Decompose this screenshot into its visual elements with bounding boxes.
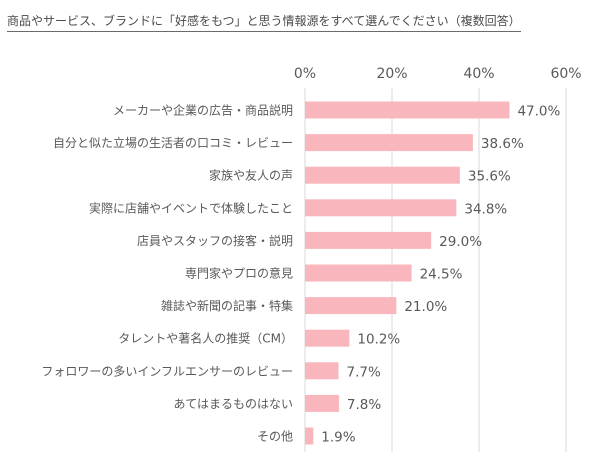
x-tick-label-0: 0% [294, 66, 316, 82]
value-label-6: 21.0% [404, 299, 447, 315]
category-label-4: 店員やスタッフの接客・説明 [137, 233, 293, 248]
bar-0 [305, 101, 510, 119]
value-label-5: 24.5% [420, 267, 463, 283]
category-label-2: 家族や友人の声 [209, 168, 293, 183]
x-tick-label-3: 60% [550, 66, 581, 82]
chart-title: 商品やサービス、ブランドに「好感をもつ」と思う情報源をすべて選んでください（複数… [7, 12, 521, 32]
value-label-7: 10.2% [357, 332, 400, 348]
category-label-5: 専門家やプロの意見 [185, 266, 293, 281]
category-label-1: 自分と似た立場の生活者の口コミ・レビュー [53, 135, 293, 150]
bar-10 [305, 427, 314, 445]
bar-5 [305, 264, 412, 282]
bar-1 [305, 134, 473, 152]
category-label-0: メーカーや企業の広告・商品説明 [113, 103, 293, 118]
bar-7 [305, 329, 350, 347]
bar-9 [305, 394, 339, 412]
bar-2 [305, 166, 460, 184]
x-tick-label-1: 20% [376, 66, 407, 82]
value-label-0: 47.0% [517, 104, 560, 120]
category-label-9: あてはまるものはない [173, 397, 293, 411]
category-label-3: 実際に店舗やイベントで体験したこと [89, 200, 293, 215]
value-label-8: 7.7% [346, 364, 380, 380]
value-label-1: 38.6% [481, 136, 524, 152]
category-label-6: 雑誌や新聞の記事・特集 [161, 298, 293, 313]
bar-4 [305, 231, 432, 249]
category-label-8: フォロワーの多いインフルエンサーのレビュー [41, 364, 293, 378]
bar-6 [305, 297, 397, 315]
value-label-2: 35.6% [468, 169, 511, 185]
bar-3 [305, 199, 457, 217]
value-label-3: 34.8% [464, 201, 507, 217]
value-label-10: 1.9% [321, 430, 355, 446]
category-label-7: タレントや著名人の推奨（CM） [118, 331, 293, 346]
x-tick-label-2: 40% [463, 66, 494, 82]
value-label-4: 29.0% [439, 234, 482, 250]
bar-8 [305, 362, 339, 380]
category-label-10: その他 [257, 430, 293, 444]
value-label-9: 7.8% [347, 397, 381, 413]
